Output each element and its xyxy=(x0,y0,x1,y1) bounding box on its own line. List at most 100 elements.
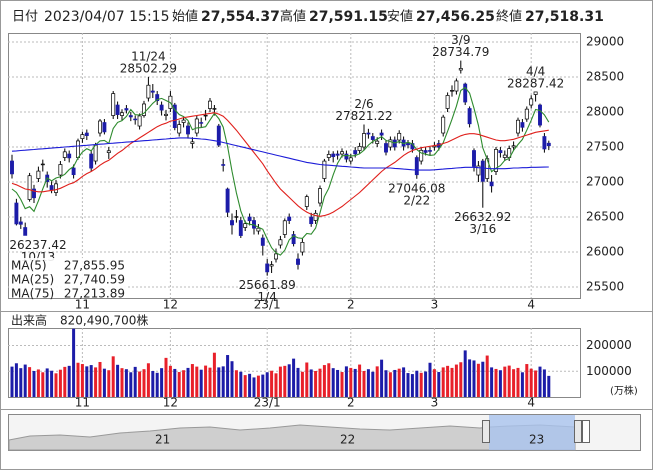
candle-body xyxy=(159,104,164,111)
legend-value: 27,740.59 xyxy=(64,273,125,287)
volume-bar xyxy=(292,358,296,397)
candle-body xyxy=(282,220,287,235)
annotation-date: 3/9 xyxy=(451,33,470,47)
x-tick-label: 2 xyxy=(347,396,355,410)
candle-body xyxy=(177,124,182,134)
y-tick-label: 26000 xyxy=(586,245,624,259)
volume-bar xyxy=(217,367,221,397)
annotation-value: 28287.42 xyxy=(507,76,564,90)
candle-body xyxy=(524,108,529,120)
volume-bar xyxy=(538,366,542,397)
volume-bar xyxy=(243,375,247,397)
navigator-selection[interactable] xyxy=(489,415,575,450)
volume-bar xyxy=(428,362,432,397)
candle-body xyxy=(322,160,327,179)
volume-bar xyxy=(498,370,502,397)
x-tick-label: 3 xyxy=(431,298,439,312)
candle-body xyxy=(274,253,278,260)
candle-body xyxy=(406,143,410,146)
candle-body xyxy=(124,108,129,111)
volume-bar xyxy=(190,364,194,397)
volume-bar xyxy=(107,370,111,397)
volume-bar xyxy=(32,370,36,397)
candle-body xyxy=(221,164,226,166)
annotation-date: 2/22 xyxy=(403,193,430,207)
volume-bar xyxy=(41,372,45,397)
candle-body xyxy=(278,239,283,246)
volume-bar xyxy=(173,368,177,397)
candle-body xyxy=(203,114,208,117)
volume-bar xyxy=(234,370,238,397)
candle-body xyxy=(353,150,358,155)
candle-body xyxy=(18,221,23,225)
volume-bar xyxy=(459,362,463,397)
volume-bar xyxy=(476,363,480,397)
candle-body xyxy=(291,234,296,245)
candle-body xyxy=(340,151,344,155)
candle-body xyxy=(362,133,366,148)
volume-bar xyxy=(204,365,208,397)
header-value: 27,518.31 xyxy=(525,9,604,25)
volume-bar xyxy=(94,367,98,397)
candle-body xyxy=(230,220,234,226)
volume-bar xyxy=(512,369,516,397)
candle-body xyxy=(375,140,380,144)
x-tick-label: 4 xyxy=(527,396,535,410)
volume-bar xyxy=(380,359,384,397)
candle-body xyxy=(476,165,481,176)
ma-line xyxy=(11,112,549,217)
volume-bar xyxy=(314,370,318,397)
volume-bar xyxy=(221,366,225,397)
ma-line xyxy=(11,86,550,256)
candle-body xyxy=(414,157,419,176)
candle-body xyxy=(388,139,393,148)
volume-bar xyxy=(331,368,335,397)
header-value: 2023/04/07 15:15 xyxy=(44,9,170,25)
candle-body xyxy=(216,125,221,146)
annotation-value: 26237.42 xyxy=(9,238,66,252)
y-tick-label: 27000 xyxy=(586,175,624,189)
volume-bar xyxy=(446,365,450,397)
volume-bar xyxy=(406,373,410,397)
candle-body xyxy=(71,167,76,176)
y-tick-label: 27500 xyxy=(586,140,624,154)
navigator-handle[interactable] xyxy=(482,420,490,443)
scroll-button[interactable] xyxy=(582,420,590,443)
candle-body xyxy=(318,188,322,204)
navigator-label: 22 xyxy=(340,433,355,447)
volume-bar xyxy=(102,368,106,397)
volume-bar xyxy=(248,373,252,397)
candle-body xyxy=(529,98,534,106)
volume-bar xyxy=(463,350,467,397)
volume-bar xyxy=(146,363,150,397)
volume-bar xyxy=(54,373,58,397)
candle-body xyxy=(181,119,186,123)
navigator-handle[interactable] xyxy=(574,420,582,443)
candle-body xyxy=(458,68,463,71)
volume-bar xyxy=(481,361,485,397)
volume-bar xyxy=(529,368,533,397)
candle-body xyxy=(260,237,265,246)
y-tick-label: 100000 xyxy=(586,364,632,378)
candle-body xyxy=(384,143,388,153)
candle-body xyxy=(212,108,217,110)
annotation-date: 4/4 xyxy=(526,64,545,78)
legend-value: 27,855.95 xyxy=(64,259,125,273)
candle-body xyxy=(489,181,494,187)
volume-value: 820,490,700株 xyxy=(60,313,148,328)
header-label: 高値 xyxy=(280,9,306,25)
volume-bar xyxy=(388,372,392,397)
volume-bar xyxy=(503,366,507,397)
x-tick-label: 2 xyxy=(347,298,355,312)
navigator-label: 23 xyxy=(529,433,544,447)
candle-body xyxy=(467,108,472,125)
navigator: 21 22 23 xyxy=(8,414,641,451)
volume-bar xyxy=(265,372,269,397)
annotation-date: 2/6 xyxy=(354,97,373,111)
volume-bar xyxy=(371,371,375,397)
volume-bar xyxy=(116,364,120,397)
volume-bar xyxy=(402,367,406,397)
candle-body xyxy=(300,242,305,253)
volume-bar xyxy=(353,368,357,397)
